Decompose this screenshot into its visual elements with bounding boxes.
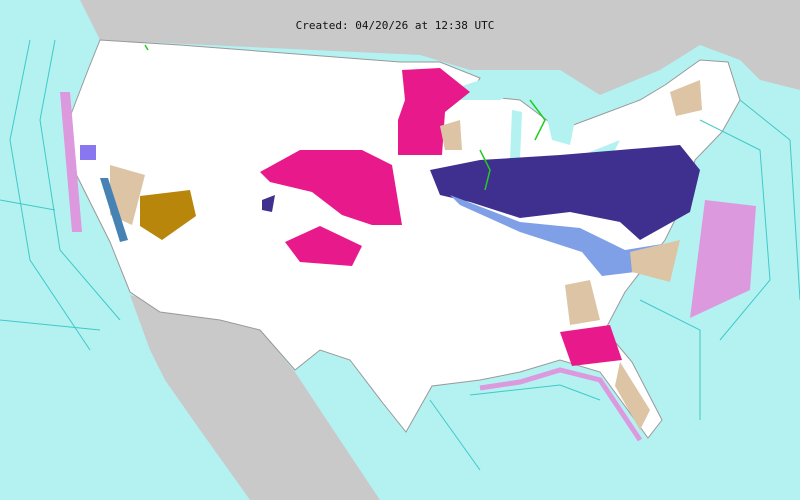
hazard-magenta-plains <box>260 150 402 225</box>
hazard-tan-wisconsin <box>440 120 462 150</box>
hazard-light-blue-advisory-region <box>450 195 662 276</box>
lake-michigan <box>510 110 522 160</box>
hazard-steel-blue-advisory-region <box>100 178 128 242</box>
hazard-green-lines <box>144 44 546 191</box>
hazard-navy-warning-region <box>430 145 700 240</box>
hazard-orchid-gulf-marine <box>479 367 643 442</box>
hazard-tan-carolinas <box>630 240 680 282</box>
hazard-tan-georgia <box>565 280 600 325</box>
mexico-land <box>130 295 380 500</box>
hazard-tan-florida <box>615 362 650 430</box>
hazard-navy-small-region <box>262 195 275 212</box>
hazard-tan-new-england <box>670 80 702 116</box>
hazard-magenta-southeast <box>560 325 622 366</box>
hazard-orchid-pacific-marine <box>60 92 82 232</box>
hazard-brown-warning-region <box>140 190 196 240</box>
hazard-magenta-colorado <box>285 226 362 266</box>
hazard-tan-nevada <box>110 165 145 225</box>
marine-zone-lines <box>0 39 800 471</box>
map-created-timestamp: Created: 04/20/26 at 12:38 UTC <box>295 19 495 32</box>
hazard-magenta-minnesota <box>398 68 470 155</box>
canada-land <box>80 0 800 95</box>
hazard-orchid-atlantic-marine <box>690 200 756 318</box>
hazard-purple-advisory-region <box>80 145 96 160</box>
lake-huron <box>545 110 575 145</box>
